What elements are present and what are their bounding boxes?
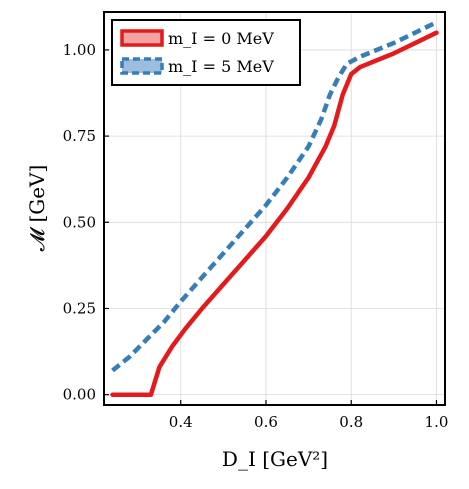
- x-tick-label: 0.6: [254, 413, 278, 431]
- y-tick-label: 0.50: [63, 213, 96, 231]
- legend-swatch-series-2: [120, 57, 164, 75]
- series-lines: [110, 20, 439, 397]
- y-tick-label: 0.25: [63, 299, 96, 317]
- y-tick-label: 1.00: [63, 41, 96, 59]
- legend-label-series-1: m_I = 0 MeV: [168, 29, 274, 48]
- legend-label-series-2: m_I = 5 MeV: [168, 57, 274, 76]
- y-ticks: 0.00 0.25 0.50 0.75 1.00: [63, 41, 109, 404]
- y-tick-label: 0.75: [63, 127, 96, 145]
- legend-swatch-series-1: [120, 29, 164, 47]
- y-tick-label: 0.00: [63, 386, 96, 404]
- y-axis-label: 𝓜 [GeV]: [25, 165, 49, 252]
- x-tick-label: 0.4: [169, 413, 193, 431]
- x-ticks: 0.4 0.6 0.8 1.0: [169, 400, 449, 431]
- series-line-1: [110, 30, 439, 397]
- plot-frame: [103, 11, 446, 406]
- legend: m_I = 0 MeV m_I = 5 MeV: [111, 19, 301, 86]
- x-tick-label: 1.0: [425, 413, 449, 431]
- x-axis-label: D_I [GeV²]: [222, 447, 328, 471]
- series-line-2: [111, 20, 438, 373]
- x-tick-label: 0.8: [339, 413, 363, 431]
